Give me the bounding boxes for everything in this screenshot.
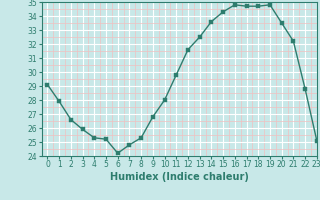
X-axis label: Humidex (Indice chaleur): Humidex (Indice chaleur) (110, 172, 249, 182)
